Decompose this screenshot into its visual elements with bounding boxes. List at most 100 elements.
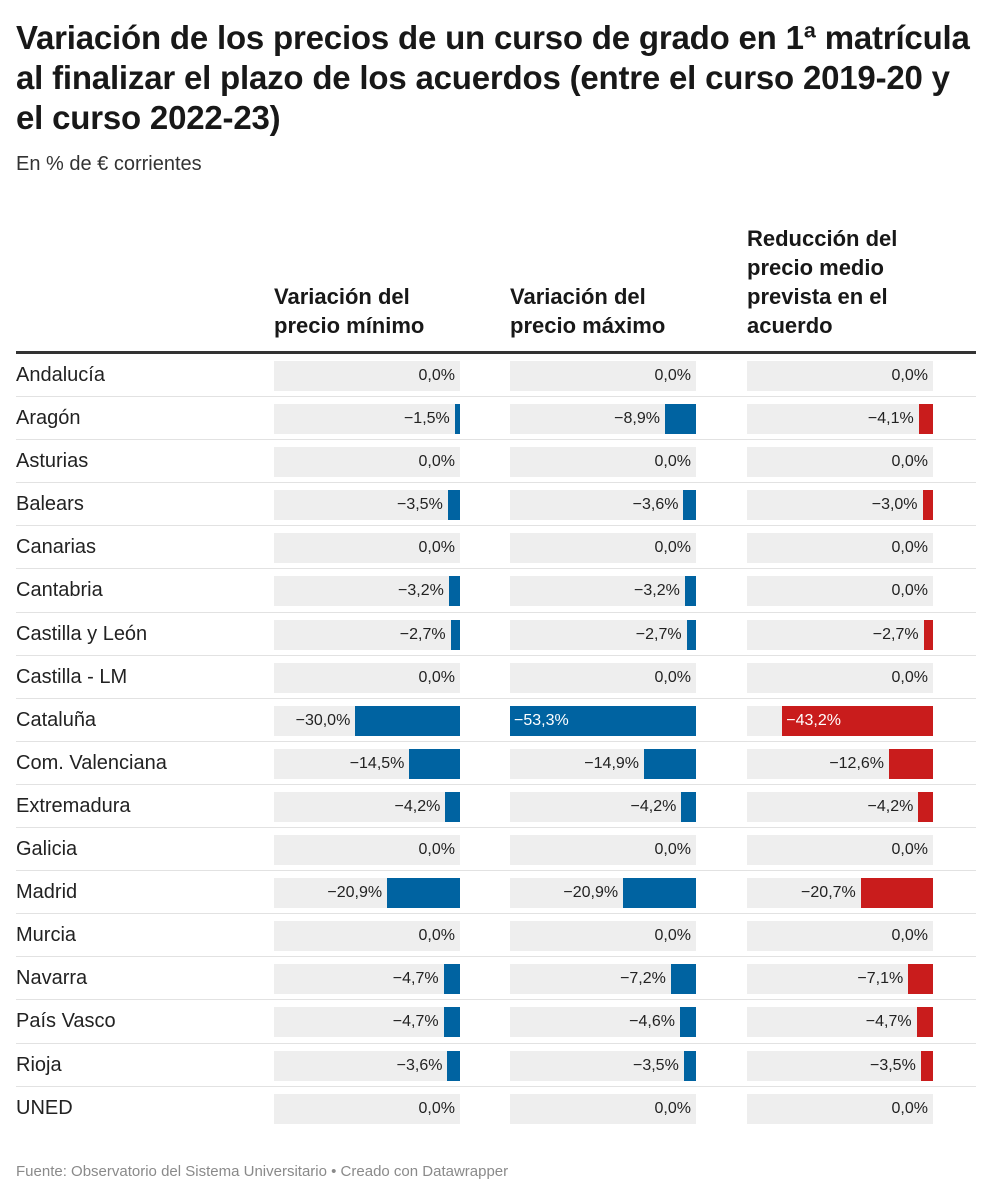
data-label: −4,2% [394, 797, 441, 815]
data-label: −4,7% [392, 1013, 439, 1031]
row-label-extremadura: Extremadura [16, 794, 131, 817]
data-label: 0,0% [418, 841, 455, 859]
table-row: Balears −3,5% −3,6% −3,0% [16, 483, 976, 527]
bar-rioja-s2 [920, 1050, 933, 1081]
table-row: UNED 0,0% 0,0% 0,0% [16, 1087, 976, 1130]
bar-track: 0,0% [747, 533, 933, 564]
column-header-precio-minimo: Variación del precio mínimo [274, 284, 425, 338]
data-label: 0,0% [418, 453, 455, 471]
bar-track: −4,2% [747, 791, 933, 822]
data-label: −30,0% [295, 711, 351, 729]
bar-track: −14,9% [510, 748, 696, 779]
bar-track: −3,2% [510, 576, 696, 607]
data-label: −43,2% [786, 711, 841, 729]
bar-track: −3,5% [274, 490, 460, 521]
row-label-navarra: Navarra [16, 967, 88, 990]
bar-track: −4,7% [274, 964, 460, 995]
bar-track: 0,0% [274, 361, 460, 391]
table-row: Com. Valenciana −14,5% −14,9% −12,6% [16, 742, 976, 785]
data-label: −4,7% [392, 970, 439, 988]
bar-track: −4,7% [274, 1007, 460, 1038]
bar-navarra-s0 [443, 964, 460, 995]
data-label: −4,2% [867, 797, 914, 815]
bar-rioja-s0 [447, 1050, 460, 1081]
table-row: Navarra −4,7% −7,2% −7,1% [16, 957, 976, 1001]
data-label: −4,2% [630, 797, 677, 815]
bar-track: 0,0% [510, 1093, 696, 1124]
data-label: −20,9% [327, 884, 383, 902]
data-label: −14,5% [349, 754, 405, 772]
data-label: 0,0% [891, 453, 928, 471]
bar-track: 0,0% [747, 361, 933, 391]
table-row: Rioja −3,6% −3,5% −3,5% [16, 1044, 976, 1087]
bar-track: 0,0% [274, 533, 460, 564]
bar-cataluna-s0 [355, 705, 460, 736]
bar-track: 0,0% [274, 921, 460, 952]
data-label: 0,0% [418, 539, 455, 557]
bar-navarra-s1 [670, 964, 696, 995]
bar-track: 0,0% [510, 533, 696, 564]
data-label: 0,0% [891, 367, 928, 384]
bar-com-valenciana-s2 [889, 748, 933, 779]
data-label: −2,7% [635, 625, 682, 643]
bar-track: 0,0% [274, 447, 460, 478]
bar-track: −2,7% [274, 619, 460, 650]
data-label: −7,2% [620, 970, 666, 988]
data-label: 0,0% [891, 927, 928, 945]
data-label: 0,0% [418, 1099, 455, 1117]
bar-track: 0,0% [510, 447, 696, 478]
data-label: −4,6% [629, 1013, 675, 1031]
column-header-precio-maximo: Variación del precio máximo [510, 284, 666, 338]
data-label: 0,0% [654, 841, 691, 859]
table-row: Castilla - LM 0,0% 0,0% 0,0% [16, 656, 976, 699]
bar-track: 0,0% [274, 662, 460, 693]
data-label: −3,2% [398, 582, 444, 600]
row-label-canarias: Canarias [16, 536, 97, 559]
data-label: −3,5% [869, 1056, 916, 1074]
bar-cataluna-s1 [510, 705, 696, 736]
bar-track: −20,9% [274, 878, 460, 909]
bar-madrid-s0 [387, 878, 460, 909]
bar-madrid-s2 [860, 878, 933, 909]
bar-track: −43,2% [747, 705, 933, 736]
data-label: −4,7% [865, 1013, 912, 1031]
bar-extremadura-s2 [918, 791, 933, 822]
table-row: Castilla y León −2,7% −2,7% −2,7% [16, 613, 976, 656]
bar-track: −8,9% [510, 404, 696, 435]
data-label: 0,0% [654, 927, 691, 945]
row-label-pais-vasco: País Vasco [16, 1010, 116, 1033]
bar-track: −14,5% [274, 748, 460, 779]
bar-track: −4,6% [510, 1007, 696, 1038]
data-label: −1,5% [403, 410, 450, 428]
row-label-cantabria: Cantabria [16, 579, 103, 602]
bar-aragon-s2 [918, 404, 933, 435]
data-label: −8,9% [614, 410, 660, 428]
source-note: Fuente: Observatorio del Sistema Univers… [16, 1163, 509, 1180]
bar-balears-s1 [683, 490, 696, 521]
bar-track: 0,0% [274, 1093, 460, 1124]
data-label: 0,0% [418, 668, 455, 686]
data-label: −7,1% [857, 970, 904, 988]
table-row: Canarias 0,0% 0,0% 0,0% [16, 526, 976, 570]
row-label-murcia: Murcia [16, 924, 77, 947]
bar-track: −1,5% [274, 404, 460, 435]
bar-track: −3,5% [510, 1050, 696, 1081]
bar-rioja-s1 [683, 1050, 696, 1081]
row-label-asturias: Asturias [16, 450, 89, 473]
table-row: País Vasco −4,7% −4,6% −4,7% [16, 1000, 976, 1044]
bar-pais-vasco-s2 [916, 1007, 933, 1038]
bar-track: 0,0% [510, 662, 696, 693]
data-label: −2,7% [872, 625, 919, 643]
bar-track: −3,6% [274, 1050, 460, 1081]
bar-navarra-s2 [908, 964, 933, 995]
table-row: Murcia 0,0% 0,0% 0,0% [16, 914, 976, 958]
bar-cantabria-s0 [448, 576, 460, 607]
data-label: −4,1% [867, 410, 914, 428]
bar-castilla-y-leon-s0 [450, 619, 460, 650]
table-row: Extremadura −4,2% −4,2% −4,2% [16, 785, 976, 829]
bar-track: 0,0% [510, 835, 696, 866]
table-row: Aragón −1,5% −8,9% −4,1% [16, 397, 976, 441]
bar-track: −7,1% [747, 964, 933, 995]
bar-track: 0,0% [274, 835, 460, 866]
row-label-aragon: Aragón [16, 407, 81, 430]
